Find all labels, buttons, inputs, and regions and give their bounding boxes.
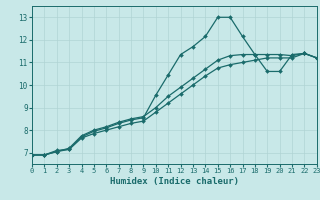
X-axis label: Humidex (Indice chaleur): Humidex (Indice chaleur): [110, 177, 239, 186]
